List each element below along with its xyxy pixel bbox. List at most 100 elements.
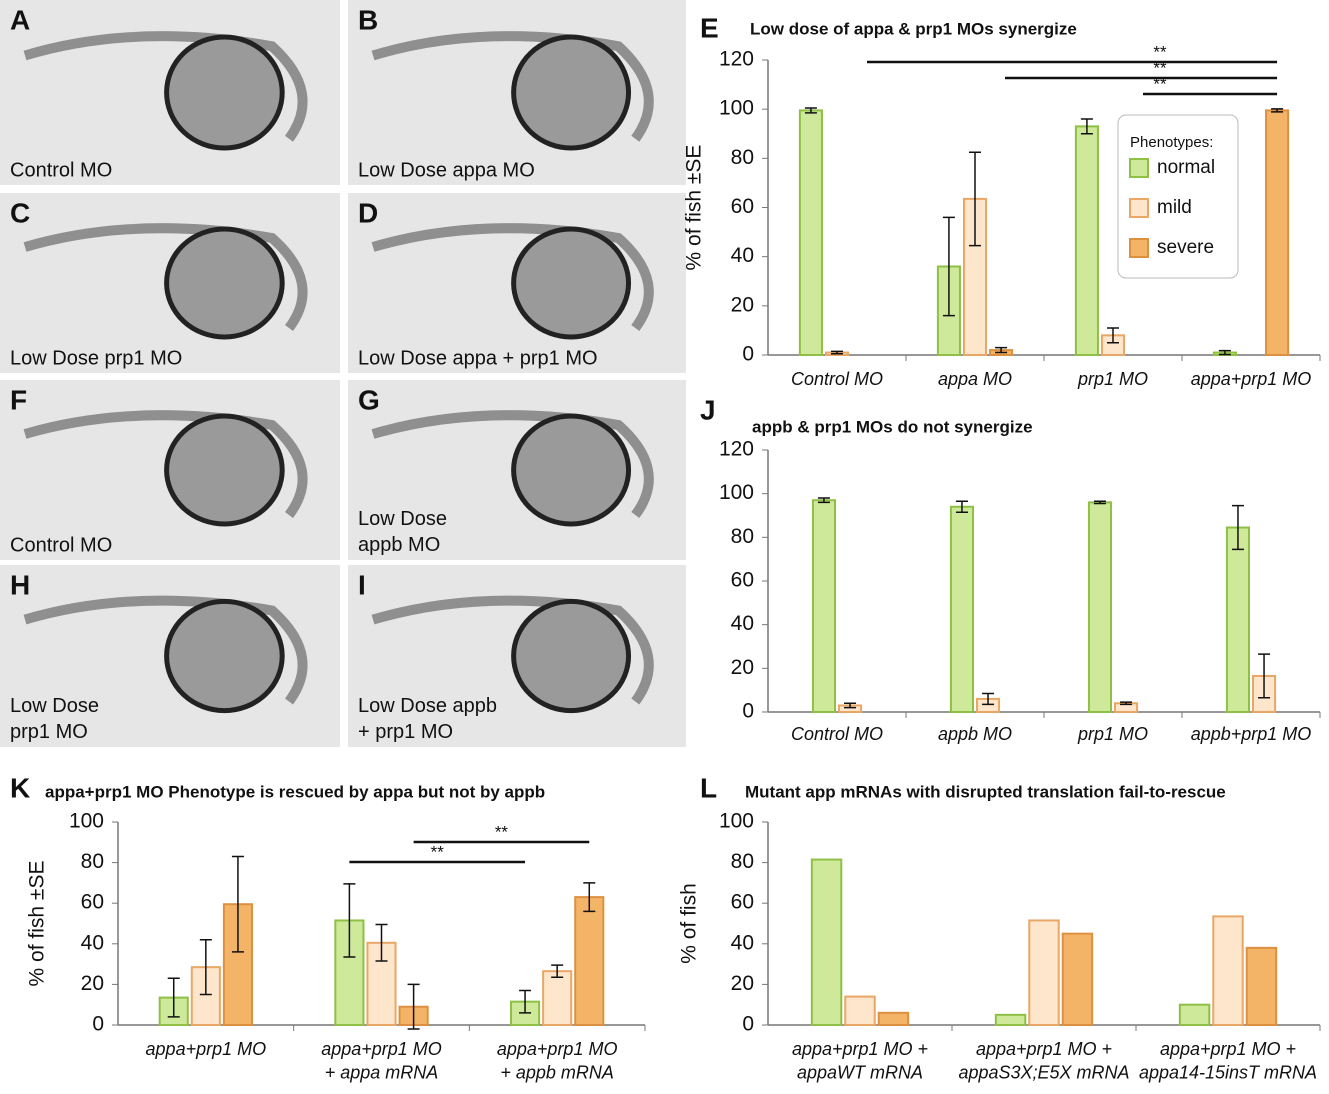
embryo-yolk — [514, 37, 629, 148]
legend-swatch — [1130, 199, 1148, 217]
x-tick-label: Control MO — [791, 724, 883, 744]
bar — [543, 971, 571, 1025]
panel-label: Control MO — [10, 534, 112, 556]
panel-letter: G — [358, 384, 380, 415]
y-tick-label: 40 — [731, 244, 754, 267]
x-tick-label: appb MO — [938, 724, 1012, 744]
y-tick-label: 80 — [731, 525, 754, 548]
bar — [951, 507, 973, 712]
panel-letter: D — [358, 197, 378, 228]
bar — [1266, 110, 1288, 355]
significance-label: ** — [1153, 74, 1167, 93]
panel-letter: A — [10, 4, 30, 35]
x-tick-label: appb+prp1 MO — [1191, 724, 1312, 744]
y-tick-label: 100 — [719, 810, 754, 833]
legend-label: normal — [1157, 157, 1215, 178]
bar — [1063, 934, 1092, 1025]
significance-label: ** — [495, 822, 509, 841]
y-tick-label: 40 — [731, 612, 754, 635]
legend-swatch — [1130, 159, 1148, 177]
figure: A Control MO B Low Dose appa MO C Low Dose pr… — [0, 0, 1329, 1089]
x-tick-label: appa+prp1 MO+ appb mRNA — [497, 1039, 618, 1082]
panel-letter: C — [10, 197, 30, 228]
y-tick-label: 60 — [731, 569, 754, 592]
y-tick-label: 20 — [731, 972, 754, 995]
panel-label: Low Dose appa MO — [358, 159, 535, 181]
y-tick-label: 80 — [731, 146, 754, 169]
y-tick-label: 100 — [69, 810, 104, 833]
y-tick-label: 100 — [719, 481, 754, 504]
legend-title: Phenotypes: — [1130, 134, 1213, 151]
bar — [1029, 920, 1058, 1025]
x-tick-label: prp1 MO — [1077, 369, 1148, 389]
y-tick-label: 20 — [731, 656, 754, 679]
panel-letter: K — [10, 772, 30, 803]
bar — [575, 897, 603, 1025]
panel-label: Control MO — [10, 159, 112, 181]
x-tick-label: appa+prp1 MO+ appa mRNA — [321, 1039, 442, 1082]
panel-label: Low Dose prp1 MO — [10, 347, 182, 369]
panel-letter: L — [700, 772, 717, 803]
significance-label: ** — [431, 842, 445, 861]
y-tick-label: 120 — [719, 438, 754, 461]
bar — [1213, 916, 1242, 1025]
legend-label: mild — [1157, 197, 1192, 218]
legend-swatch — [1130, 239, 1148, 257]
x-tick-label: appa MO — [938, 369, 1012, 389]
y-tick-label: 80 — [731, 850, 754, 873]
y-tick-label: 60 — [81, 891, 104, 914]
panel-letter: B — [358, 4, 378, 35]
chart-title: appb & prp1 MOs do not synergize — [752, 417, 1033, 436]
bar — [1180, 1005, 1209, 1025]
panel-letter: H — [10, 569, 30, 600]
y-tick-label: 20 — [81, 972, 104, 995]
embryo-yolk — [167, 229, 283, 337]
x-tick-label: prp1 MO — [1077, 724, 1148, 744]
embryo-yolk — [167, 601, 283, 710]
y-tick-label: 0 — [92, 1013, 104, 1036]
chart-title: appa+prp1 MO Phenotype is rescued by app… — [45, 782, 545, 801]
x-tick-label: appa+prp1 MO — [1191, 369, 1312, 389]
y-tick-label: 40 — [731, 931, 754, 954]
y-tick-label: 20 — [731, 293, 754, 316]
panel-label: Low Dose appa + prp1 MO — [358, 347, 598, 369]
y-tick-label: 0 — [742, 1013, 754, 1036]
embryo-yolk — [514, 416, 629, 524]
bar — [1247, 948, 1276, 1025]
y-tick-label: 0 — [742, 343, 754, 366]
panel-letter: F — [10, 384, 27, 415]
bar — [845, 997, 874, 1025]
bar — [1089, 502, 1111, 712]
bar — [996, 1015, 1025, 1025]
legend-label: severe — [1157, 237, 1214, 258]
y-tick-label: 120 — [719, 48, 754, 71]
y-tick-label: 40 — [81, 931, 104, 954]
x-tick-label: appa+prp1 MO +appaS3X;E5X mRNA — [958, 1039, 1129, 1082]
y-axis-label: % of fish ±SE — [683, 145, 706, 271]
embryo-yolk — [167, 37, 283, 148]
y-tick-label: 80 — [81, 850, 104, 873]
chart-title: Mutant app mRNAs with disrupted translat… — [745, 782, 1226, 801]
bar — [813, 500, 835, 712]
bar — [1227, 528, 1249, 712]
y-tick-label: 0 — [742, 700, 754, 723]
panel-letter: J — [700, 394, 716, 425]
bar — [812, 860, 841, 1025]
panel-letter: I — [358, 569, 366, 600]
bar — [800, 110, 822, 355]
panel-letter: E — [700, 12, 719, 43]
y-axis-label: % of fish ±SE — [26, 861, 49, 987]
embryo-yolk — [514, 601, 629, 710]
x-tick-label: appa+prp1 MO +appa14-15insT mRNA — [1139, 1039, 1317, 1082]
y-tick-label: 60 — [731, 891, 754, 914]
x-tick-label: appa+prp1 MO +appaWT mRNA — [792, 1039, 928, 1082]
chart-title: Low dose of appa & prp1 MOs synergize — [750, 19, 1077, 38]
embryo-yolk — [514, 229, 629, 337]
bar — [1076, 126, 1098, 355]
embryo-yolk — [167, 416, 283, 524]
y-axis-label: % of fish — [678, 883, 701, 964]
x-tick-label: appa+prp1 MO — [146, 1039, 267, 1059]
y-tick-label: 100 — [719, 97, 754, 120]
x-tick-label: Control MO — [791, 369, 883, 389]
bar — [879, 1013, 908, 1025]
